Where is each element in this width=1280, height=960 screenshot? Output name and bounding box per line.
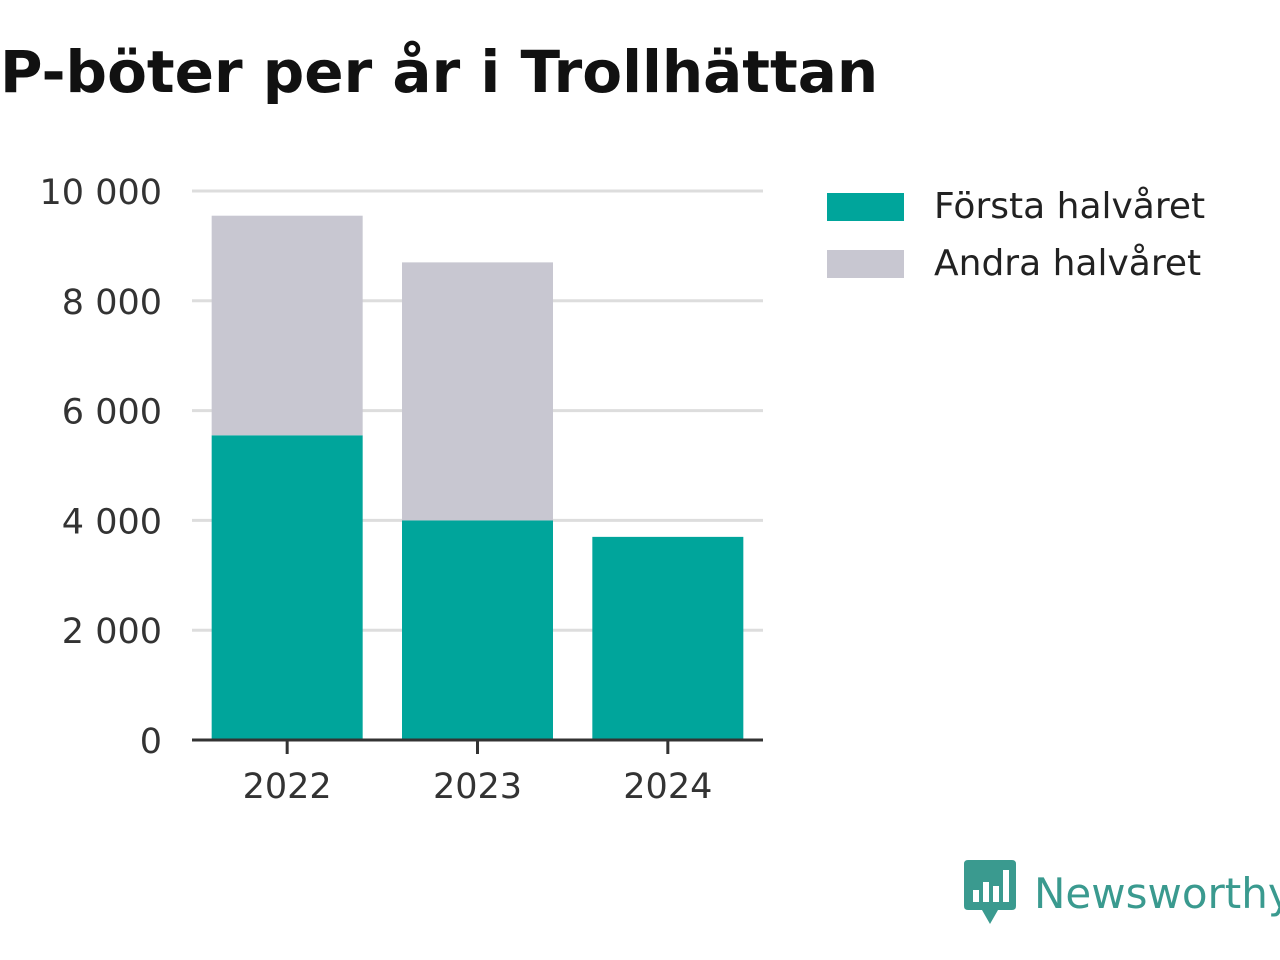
- newsworthy-logo: Newsworthy: [964, 860, 1280, 926]
- legend-label-first-half: Första halvåret: [934, 186, 1206, 227]
- y-tick-label: 0: [140, 722, 162, 762]
- x-tick-label: 2022: [243, 767, 332, 807]
- bars: [211, 215, 744, 740]
- bar-first-half-2022: [211, 435, 363, 740]
- legend-item-first-half: Första halvåret: [827, 178, 1205, 235]
- bar-second-half-2022: [211, 215, 363, 436]
- legend-swatch-second-half: [827, 249, 904, 278]
- y-tick-label: 10 000: [40, 173, 162, 213]
- legend-swatch-first-half: [827, 192, 904, 221]
- x-tick-label: 2024: [623, 767, 712, 807]
- bar-chart: 0 2 000 4 000 6 000 8 000 10 000 2022 2023 2024: [40, 173, 763, 807]
- x-tick-label: 2023: [433, 767, 522, 807]
- bar-second-half-2023: [402, 262, 553, 521]
- y-tick-label: 6 000: [62, 393, 162, 433]
- legend-item-second-half: Andra halvåret: [827, 235, 1205, 292]
- chart-title: P-böter per år i Trollhättan: [0, 38, 879, 106]
- y-tick-label: 4 000: [62, 502, 162, 542]
- y-tick-label: 2 000: [62, 612, 162, 652]
- bar-first-half-2023: [402, 520, 553, 740]
- axes: 0 2 000 4 000 6 000 8 000 10 000 2022 2023 2024: [40, 173, 763, 807]
- brand-name: Newsworthy: [1034, 868, 1280, 918]
- legend-label-second-half: Andra halvåret: [934, 243, 1202, 284]
- newsworthy-logo-icon: [964, 860, 1016, 924]
- bar-first-half-2024: [592, 536, 744, 740]
- y-tick-label: 8 000: [62, 283, 162, 323]
- legend: Första halvåret Andra halvåret: [827, 178, 1205, 292]
